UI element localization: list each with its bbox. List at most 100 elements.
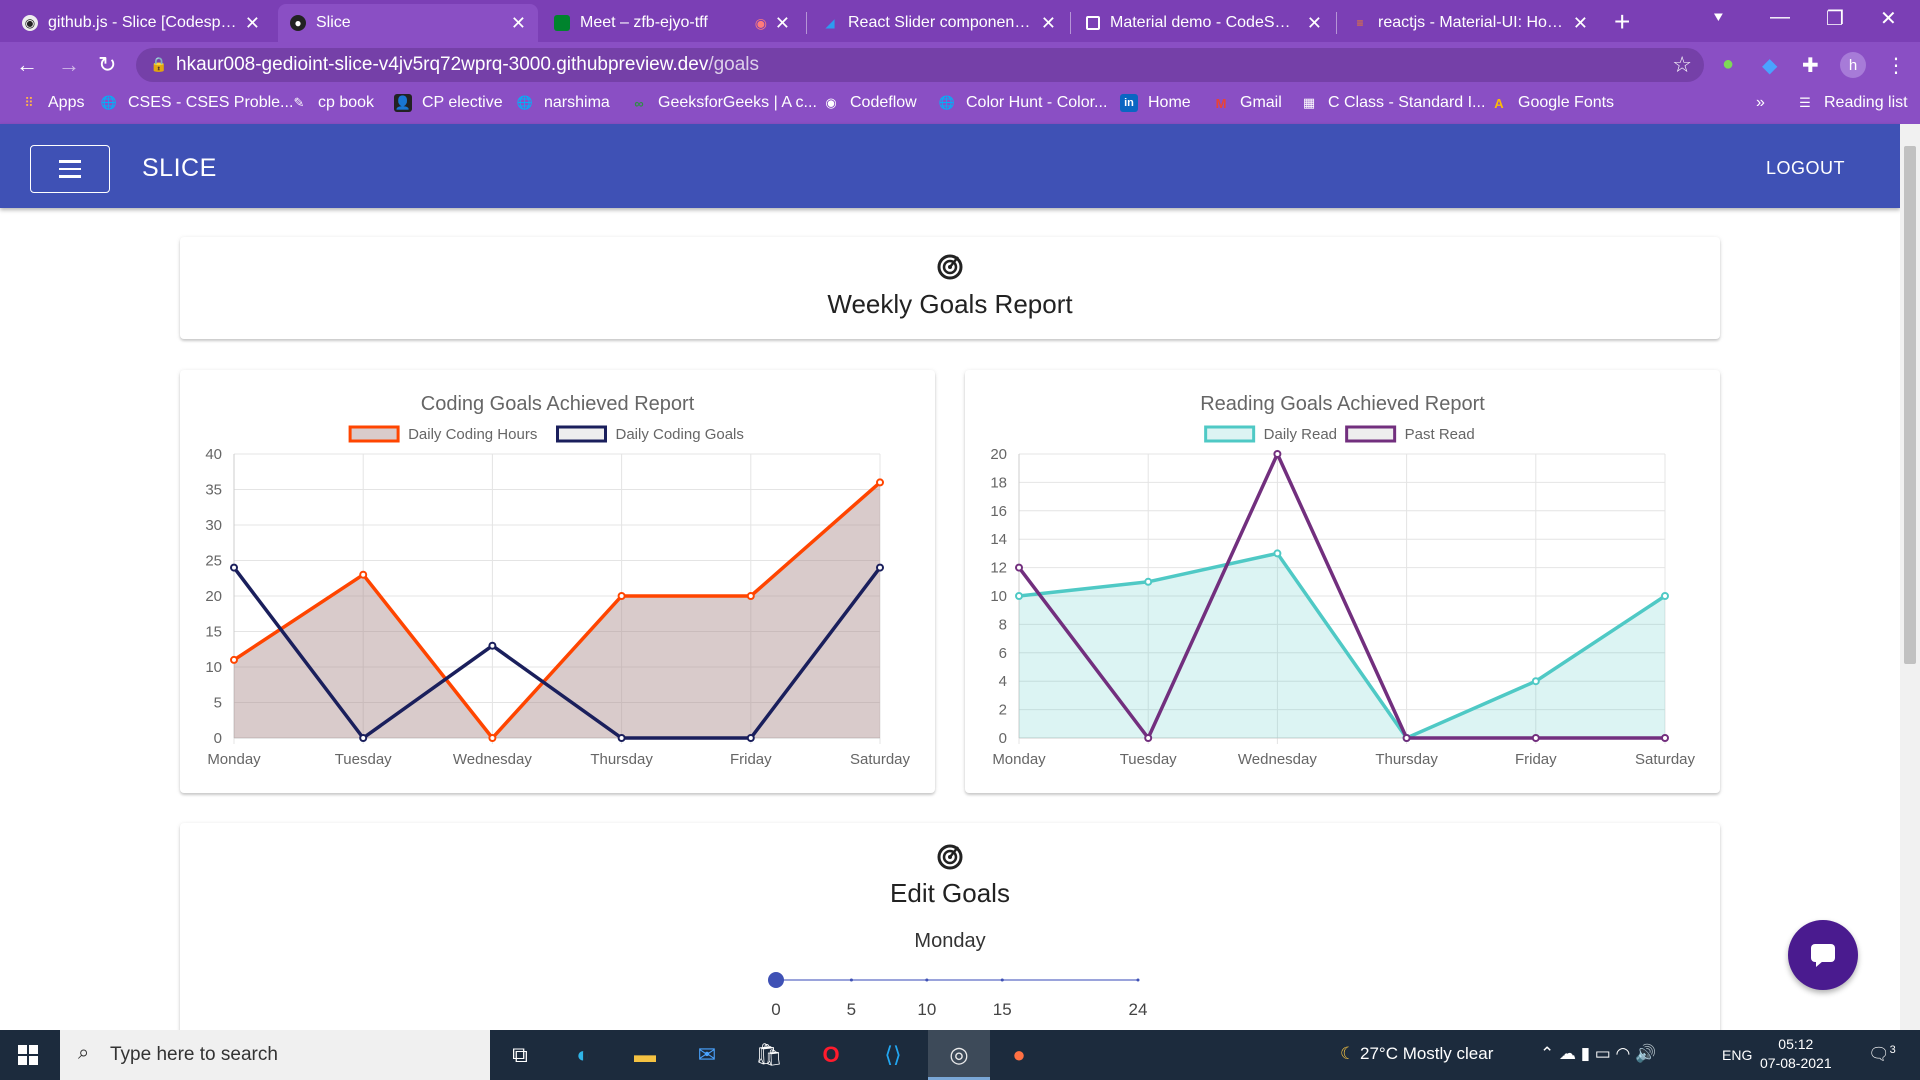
bookmark-narshima[interactable]: 🌐 narshima — [516, 94, 610, 111]
more-bookmarks-button[interactable]: » — [1756, 94, 1765, 111]
scrollbar-thumb[interactable] — [1904, 146, 1916, 664]
tab-slice[interactable]: ● Slice ✕ — [278, 4, 538, 42]
bookmark-gmail[interactable]: M Gmail — [1212, 94, 1282, 112]
y-tick-label: 5 — [214, 695, 222, 712]
legend-swatch[interactable] — [1204, 425, 1256, 443]
close-tab-icon[interactable]: ✕ — [774, 12, 790, 33]
data-point[interactable] — [230, 655, 238, 664]
close-window-icon[interactable]: ✕ — [1880, 8, 1897, 30]
chat-button[interactable] — [1788, 920, 1858, 990]
vscode-icon[interactable]: ⟨⟩ — [884, 1042, 902, 1067]
notification-icon[interactable]: 🗨3 — [1868, 1044, 1896, 1064]
data-point[interactable] — [1015, 592, 1023, 600]
bookmark-geeksforgeeks[interactable]: ∞ GeeksforGeeks | A c... — [630, 94, 817, 112]
data-point[interactable] — [617, 734, 626, 742]
reading-list-button[interactable]: ☰ Reading list — [1796, 94, 1907, 112]
file-explorer-icon[interactable]: ▬ — [634, 1042, 656, 1067]
mail-icon[interactable]: ✉ — [697, 1042, 717, 1067]
tab-codespaces[interactable]: ◉ github.js - Slice [Codespaces] ✕ — [10, 4, 272, 42]
restore-icon[interactable]: ❐ — [1826, 8, 1844, 30]
minimize-icon[interactable]: — — [1770, 6, 1790, 28]
store-icon[interactable]: 🛍 — [755, 1042, 783, 1067]
bookmark-linkedin-home[interactable]: in Home — [1120, 94, 1191, 112]
data-point[interactable] — [876, 478, 884, 487]
bookmark-google-fonts[interactable]: A Google Fonts — [1490, 94, 1614, 112]
logout-button[interactable]: LOGOUT — [1765, 158, 1845, 178]
data-point[interactable] — [359, 570, 368, 579]
close-tab-icon[interactable]: ✕ — [1572, 12, 1588, 33]
bookmark-cp-book[interactable]: ✎ cp book — [290, 94, 375, 112]
menu-button[interactable] — [30, 145, 110, 193]
task-view-icon[interactable]: ⧉ — [512, 1042, 528, 1067]
back-icon[interactable]: ← — [16, 52, 38, 77]
tab-meet[interactable]: Meet – zfb-ejyo-tff ◉ ✕ — [542, 4, 802, 42]
language-indicator[interactable]: ENG — [1722, 1047, 1753, 1063]
data-point[interactable] — [1144, 577, 1153, 586]
legend-label[interactable]: Daily Read — [1264, 426, 1337, 443]
close-tab-icon[interactable]: ✕ — [1040, 12, 1056, 33]
legend-swatch[interactable] — [556, 425, 607, 443]
data-point[interactable] — [1273, 450, 1282, 458]
bookmark-star-icon[interactable]: ☆ — [1672, 52, 1692, 77]
github-icon: ● — [290, 15, 306, 31]
data-point[interactable] — [617, 592, 626, 600]
bookmark-cp-elective[interactable]: 👤 CP elective — [394, 94, 503, 112]
data-point[interactable] — [876, 563, 884, 572]
data-point[interactable] — [746, 592, 755, 600]
tab-stackoverflow[interactable]: ≡ reactjs - Material-UI: How to ✕ — [1340, 4, 1600, 42]
data-point[interactable] — [1273, 549, 1282, 558]
tab-codesandbox[interactable]: Material demo - CodeSandbox ✕ — [1074, 4, 1334, 42]
tab-mui-slider[interactable]: ◢ React Slider component - Material-UI ✕ — [810, 4, 1068, 42]
legend-label[interactable]: Daily Coding Goals — [616, 426, 744, 443]
tab-search-icon[interactable]: ⯆ — [1712, 10, 1725, 27]
goal-slider[interactable] — [180, 960, 1720, 1000]
y-tick-label: 8 — [999, 616, 1007, 633]
legend-label[interactable]: Daily Coding Hours — [408, 426, 537, 443]
slider-tick-label: 24 — [1128, 1000, 1148, 1019]
y-tick-label: 18 — [990, 474, 1007, 491]
opera-icon[interactable]: O — [822, 1042, 840, 1067]
legend-swatch[interactable] — [1345, 425, 1397, 443]
windows-start-icon[interactable] — [18, 1045, 38, 1065]
data-point[interactable] — [1531, 734, 1540, 742]
data-point[interactable] — [1531, 677, 1540, 686]
bookmark-codeflow[interactable]: ◉ Codeflow — [822, 94, 916, 112]
taskbar-search-input[interactable]: ⌕ Type here to search — [60, 1030, 490, 1080]
extension-blue-icon[interactable]: ◆ — [1762, 55, 1778, 77]
extensions-puzzle-icon[interactable]: ✚ — [1802, 55, 1819, 77]
data-point[interactable] — [488, 734, 497, 742]
bookmark-apps[interactable]: ⠿ Apps — [20, 94, 84, 112]
bookmark-c-class[interactable]: ▦ C Class - Standard I... — [1300, 94, 1486, 112]
data-point[interactable] — [1661, 592, 1669, 600]
legend-label[interactable]: Past Read — [1405, 426, 1475, 443]
close-tab-icon[interactable]: ✕ — [1306, 12, 1322, 33]
profile-avatar[interactable]: h — [1840, 52, 1866, 78]
slider-thumb[interactable] — [768, 972, 784, 988]
postman-icon[interactable]: ● — [1012, 1042, 1026, 1067]
new-tab-button[interactable]: + — [1614, 6, 1631, 37]
data-point[interactable] — [488, 641, 497, 650]
edge-icon[interactable]: ◐ — [576, 1042, 590, 1067]
chrome-icon[interactable]: ◎ — [949, 1042, 969, 1067]
browser-menu-icon[interactable]: ⋮ — [1886, 55, 1906, 77]
tray-icons[interactable]: ⌃ ☁ ▮ ▭ ◠ 🔊 — [1540, 1044, 1657, 1063]
data-point[interactable] — [1402, 734, 1411, 742]
data-point[interactable] — [1015, 563, 1023, 572]
data-point[interactable] — [1144, 734, 1153, 742]
series-area — [234, 482, 880, 738]
data-point[interactable] — [1661, 734, 1669, 742]
bookmark-cses[interactable]: 🌐 CSES - CSES Proble... — [100, 94, 294, 111]
clock[interactable]: 05:12 07-08-2021 — [1760, 1036, 1832, 1071]
bookmark-color-hunt[interactable]: 🌐 Color Hunt - Color... — [938, 94, 1108, 111]
close-tab-icon[interactable]: ✕ — [510, 12, 526, 33]
close-tab-icon[interactable]: ✕ — [244, 12, 260, 33]
legend-swatch[interactable] — [348, 425, 400, 443]
extension-green-icon[interactable]: ● — [1722, 53, 1735, 75]
data-point[interactable] — [230, 563, 238, 572]
data-point[interactable] — [746, 734, 755, 742]
forward-icon[interactable]: → — [58, 52, 80, 77]
reload-icon[interactable]: ↻ — [98, 52, 117, 77]
data-point[interactable] — [359, 734, 368, 742]
url-field[interactable]: 🔒 hkaur008-gedioint-slice-v4jv5rq72wprq-… — [136, 48, 1704, 82]
weather-widget[interactable]: ☾ 27°C Mostly clear — [1340, 1044, 1494, 1063]
